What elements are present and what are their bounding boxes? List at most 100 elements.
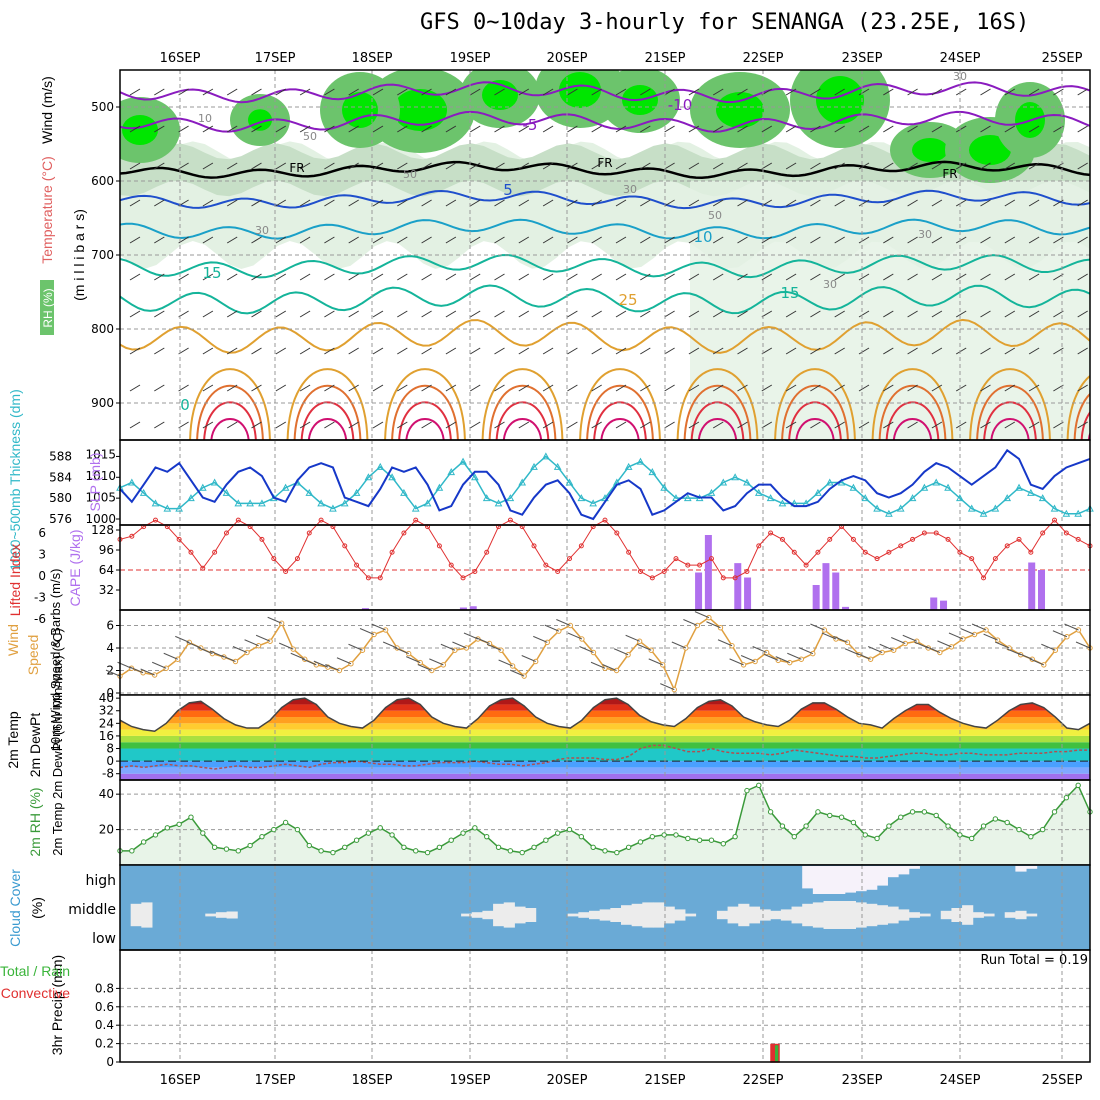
upper-wind-barb (688, 347, 700, 355)
wind-barb-67 (879, 643, 894, 651)
temp-band-6 (120, 729, 1090, 736)
warm-loop-5-0 (676, 368, 759, 440)
wind-barb-27 (417, 664, 432, 671)
wind-barb-43 (602, 664, 617, 671)
wind-barb-20 (336, 657, 352, 665)
thickness-point-14 (281, 483, 290, 491)
thickness-point-73 (979, 509, 988, 517)
upper-wind-barb (883, 310, 894, 318)
upper-wind-barb (275, 125, 287, 133)
ylabel-temperature: Temperature (°C) (39, 156, 55, 264)
thickness-point-25 (411, 504, 420, 512)
rh2m-point-72 (969, 835, 975, 842)
upper-wind-barb (542, 310, 554, 318)
upper-wind-barb (640, 162, 651, 170)
upper-wind-barb (640, 310, 651, 318)
wind-barb-50 (683, 619, 698, 626)
upper-wind-barb (810, 236, 821, 244)
upper-wind-barb (542, 347, 554, 355)
cloud-middle-56 (716, 910, 729, 920)
upper-wind-barb (324, 273, 335, 281)
rh2m-point-7 (200, 830, 206, 836)
upper-air-y-500-label: 500 (91, 100, 114, 114)
warm-loop-5-3 (698, 418, 737, 440)
li-point-70 (945, 536, 951, 542)
upper-wind-barb (615, 273, 627, 281)
cloud-middle-10 (226, 911, 238, 919)
temp-band-3 (120, 748, 1090, 762)
rh2m-point-53 (744, 787, 750, 794)
wind-speed-line (119, 616, 1091, 692)
cloud-middle-64 (802, 903, 814, 927)
upper-wind-barb (226, 125, 238, 133)
wind-barb-66 (867, 646, 883, 653)
rh2m-point-20 (353, 837, 360, 843)
isotherm-5 (120, 189, 1090, 210)
ylabel-cloud-unit: (%) (29, 897, 45, 919)
upper-wind-barb (737, 162, 748, 170)
upper-wind-barb (421, 347, 432, 355)
upper-wind-barb (226, 421, 238, 429)
rh2m-point-2 (140, 839, 147, 845)
thickness-point-68 (920, 483, 929, 491)
upper-wind-barb (202, 199, 214, 207)
upper-wind-barb (299, 88, 311, 96)
upper-wind-barb (567, 384, 578, 392)
cape-bar-84 (940, 600, 948, 610)
rh2m-point-43 (625, 844, 632, 850)
temp-y-16-label: 16 (99, 729, 114, 743)
wind-barb-11 (232, 646, 248, 653)
li-point-17 (318, 517, 324, 523)
upper-wind-barb (640, 88, 651, 96)
upper-wind-barb (712, 310, 724, 318)
cloud-level-low: low (92, 931, 116, 947)
isotherm--10 (120, 81, 1090, 104)
upper-wind-barb (542, 88, 554, 96)
upper-wind-barb (640, 421, 651, 429)
precip-y-0.2-label: 0.2 (95, 1037, 114, 1051)
upper-wind-barb (810, 421, 821, 429)
li-point-50 (708, 556, 714, 562)
upper-wind-barb (712, 88, 724, 96)
li-point-21 (365, 575, 371, 581)
isotherm-10 (120, 218, 1090, 240)
wind-barb-13 (255, 634, 271, 642)
upper-wind-barb (640, 199, 651, 207)
rh-label-6: 50 (708, 209, 722, 222)
warm-loop-7-0 (871, 368, 954, 440)
slp-line (119, 448, 1091, 521)
thickness-point-28 (447, 468, 456, 476)
li-point-51 (720, 575, 726, 581)
li-point-56 (779, 536, 785, 542)
upper-wind-barb (664, 384, 675, 392)
wind-barb-6 (175, 635, 190, 643)
wind-barb-56 (752, 646, 767, 653)
li-y--6: -6 (34, 612, 46, 626)
upper-wind-barb (518, 199, 530, 207)
upper-wind-barb (664, 199, 675, 207)
cloud-high-69 (855, 866, 867, 892)
rh2m-point-3 (152, 832, 159, 838)
upper-wind-barb (615, 310, 627, 318)
ylabel-thickness: 1000~500mb Thickness (dm) (7, 389, 23, 570)
ylabel-slp: SLP (mb) (87, 453, 103, 512)
li-point-9 (223, 530, 229, 536)
li-point-62 (850, 536, 856, 542)
li-point-44 (637, 569, 643, 574)
thickness-point-78 (1038, 494, 1047, 502)
upper-wind-barb (858, 421, 870, 429)
precip-y-0.6-label: 0.6 (95, 1000, 114, 1014)
thickness-point-79 (1050, 504, 1059, 512)
upper-wind-barb (737, 199, 748, 207)
isotherm-FR (120, 160, 1090, 180)
wind-barb-80 (1029, 658, 1045, 666)
rh2m-point-61 (838, 814, 845, 820)
wind-barb-14 (267, 616, 282, 624)
upper-wind-barb (931, 162, 943, 170)
upper-wind-barb (397, 273, 408, 281)
wind-barb-58 (775, 656, 790, 664)
wind-barb-45 (625, 634, 640, 642)
li-point-31 (484, 549, 490, 555)
cloud-middle-50 (652, 902, 665, 928)
cape-y-128-label: 128 (91, 523, 114, 537)
